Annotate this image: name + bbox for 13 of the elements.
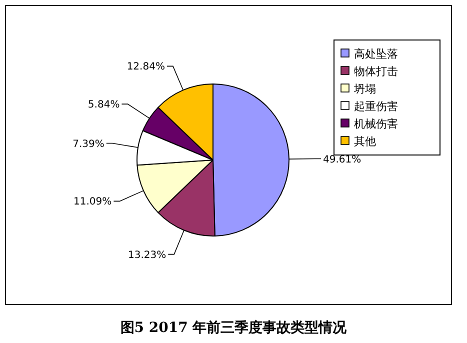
data-label: 11.09% [74,196,112,208]
legend-label: 机械伤害 [354,118,398,130]
data-label: 12.84% [126,62,165,73]
text: 图5 2017 年前三季度事故类型情况 [120,319,348,336]
legend-label: 坍塌 [353,82,376,96]
legend-label: 高处坠落 [354,48,398,60]
data-label: 7.39% [72,138,104,150]
legend-label: 起重伤害 [354,100,398,113]
data-label: 49.61% [322,154,362,166]
legend-label: 物体打击 [354,65,398,78]
legend-label: 其他 [354,135,376,148]
data-label: 5.84% [88,100,120,111]
data-label: 13.23% [128,250,166,261]
